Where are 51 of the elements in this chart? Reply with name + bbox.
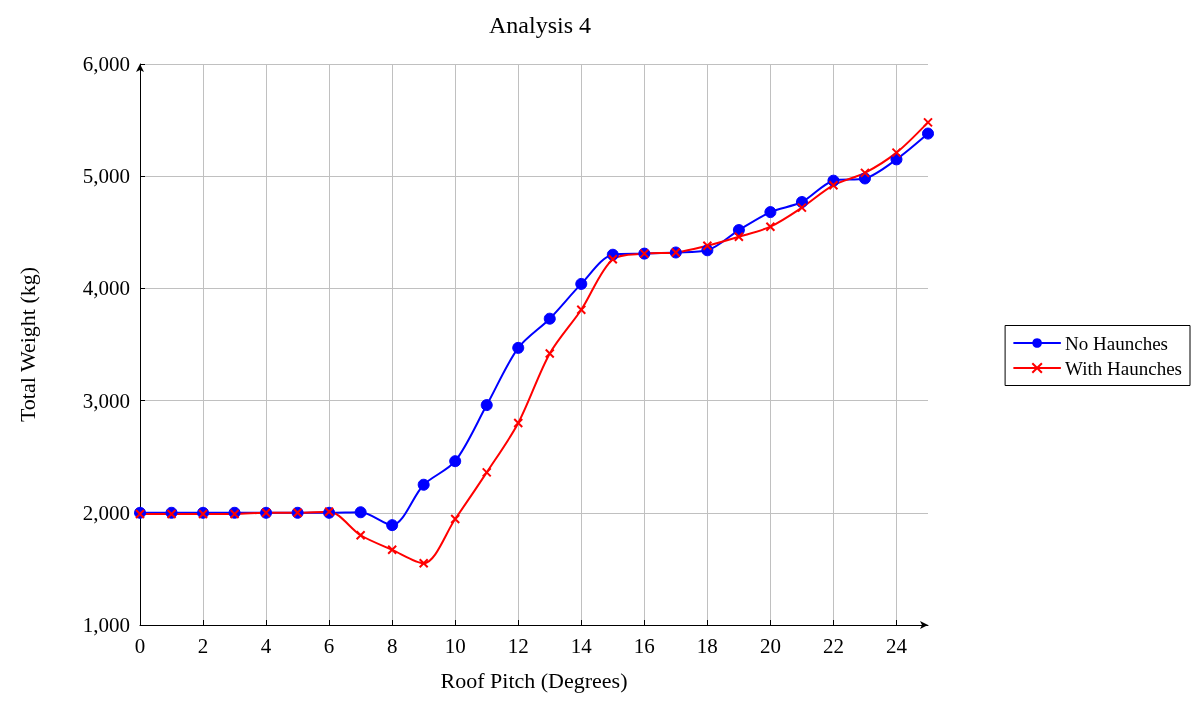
point xyxy=(828,180,839,191)
point xyxy=(417,478,430,491)
x-tick-label: 12 xyxy=(507,633,529,658)
point xyxy=(480,399,493,412)
point xyxy=(575,277,588,290)
point xyxy=(512,341,525,354)
x-tick-label: 24 xyxy=(885,633,908,658)
point xyxy=(449,455,462,468)
x-tick-label: 18 xyxy=(696,633,718,658)
chart-title: Analysis 4 xyxy=(489,12,591,38)
point xyxy=(576,304,587,315)
point xyxy=(418,558,429,569)
point xyxy=(450,513,461,524)
point xyxy=(607,254,618,265)
x-tick-label: 4 xyxy=(260,633,272,658)
point xyxy=(764,206,777,219)
y-tick-label: 6,000 xyxy=(82,52,130,76)
point xyxy=(922,127,934,140)
x-tick-label: 0 xyxy=(134,633,146,658)
x-tick-label: 20 xyxy=(759,633,781,658)
x-tick-label: 14 xyxy=(570,633,593,658)
point xyxy=(481,467,492,478)
y-axis-title: Total Weight (kg) xyxy=(14,266,40,423)
x-tick-label: 8 xyxy=(386,633,398,658)
y-tick-label: 5,000 xyxy=(82,164,130,189)
point xyxy=(702,240,713,251)
x-axis-title: Roof Pitch (Degrees) xyxy=(440,667,628,693)
y-tick-label: 3,000 xyxy=(82,388,130,413)
legend-label: With Haunches xyxy=(1065,357,1183,379)
point xyxy=(859,167,870,178)
point xyxy=(544,348,555,359)
point xyxy=(513,418,524,429)
point xyxy=(354,506,367,519)
point xyxy=(765,221,776,232)
point xyxy=(923,117,933,128)
x-tick-label: 2 xyxy=(197,633,209,658)
y-tick-label: 1,000 xyxy=(82,613,130,637)
point xyxy=(891,147,902,158)
x-tick-label: 16 xyxy=(633,633,655,658)
point xyxy=(796,202,807,213)
point xyxy=(355,530,366,541)
x-tick-label: 22 xyxy=(822,633,844,658)
y-tick-label: 2,000 xyxy=(82,500,130,525)
x-tick-label: 6 xyxy=(323,633,335,658)
legend-label: No Haunches xyxy=(1065,332,1168,354)
x-tick-label: 10 xyxy=(444,633,466,658)
point xyxy=(543,312,556,325)
point xyxy=(387,544,398,555)
point xyxy=(733,231,744,242)
point xyxy=(386,519,399,532)
y-tick-label: 4,000 xyxy=(82,276,130,301)
